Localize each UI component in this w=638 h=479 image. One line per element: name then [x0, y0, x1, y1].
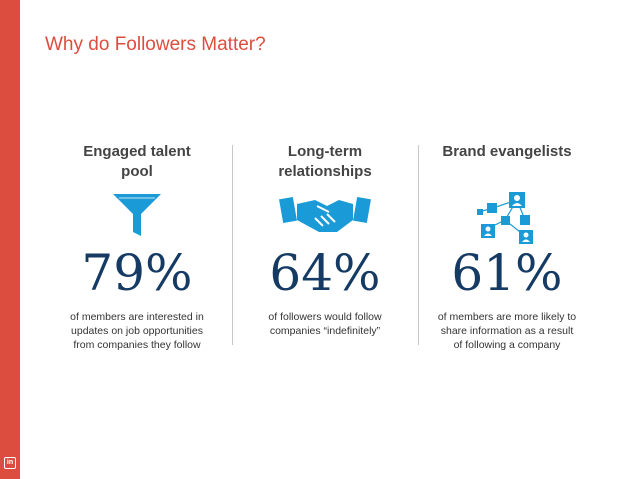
stat-value: 79%	[81, 244, 193, 302]
stat-column-relationships: Long-term relationships 64% of followers…	[230, 142, 420, 337]
column-divider	[232, 145, 233, 345]
stat-description: of members are more likely to share info…	[412, 310, 602, 352]
left-accent-bar: in	[0, 0, 20, 479]
heading-line: pool	[121, 163, 153, 180]
heading-line: Engaged talent	[83, 143, 191, 160]
stat-column-evangelists: Brand evangelists 61% of memb	[412, 142, 602, 351]
column-heading: Engaged talent pool	[42, 142, 232, 182]
column-heading: Long-term relationships	[230, 142, 420, 182]
desc-line: of members are interested in	[70, 311, 204, 323]
column-divider	[418, 145, 419, 345]
slide-title: Why do Followers Matter?	[45, 34, 266, 55]
desc-line: share information as a result	[440, 325, 574, 337]
stat-description: of members are interested in updates on …	[42, 310, 232, 352]
stat-value: 61%	[451, 244, 563, 302]
heading-line: relationships	[278, 163, 372, 180]
stat-value: 64%	[269, 244, 381, 302]
desc-line: of members are more likely to	[437, 311, 577, 323]
desc-line: of following a company	[453, 339, 561, 351]
desc-line: from companies they follow	[73, 339, 201, 351]
linkedin-logo-icon[interactable]: in	[4, 457, 16, 469]
handshake-icon	[230, 190, 420, 242]
heading-line: Brand evangelists	[442, 143, 572, 160]
column-heading: Brand evangelists	[412, 142, 602, 182]
heading-line: Long-term	[287, 143, 363, 160]
desc-line: updates on job opportunities	[71, 325, 203, 337]
funnel-icon	[42, 190, 232, 242]
desc-line: companies “indefinitely”	[269, 325, 381, 337]
stat-column-talent: Engaged talent pool 79% of members are i…	[42, 142, 232, 351]
network-people-icon	[412, 190, 602, 244]
stat-description: of followers would follow companies “ind…	[230, 310, 420, 338]
desc-line: of followers would follow	[268, 311, 382, 323]
